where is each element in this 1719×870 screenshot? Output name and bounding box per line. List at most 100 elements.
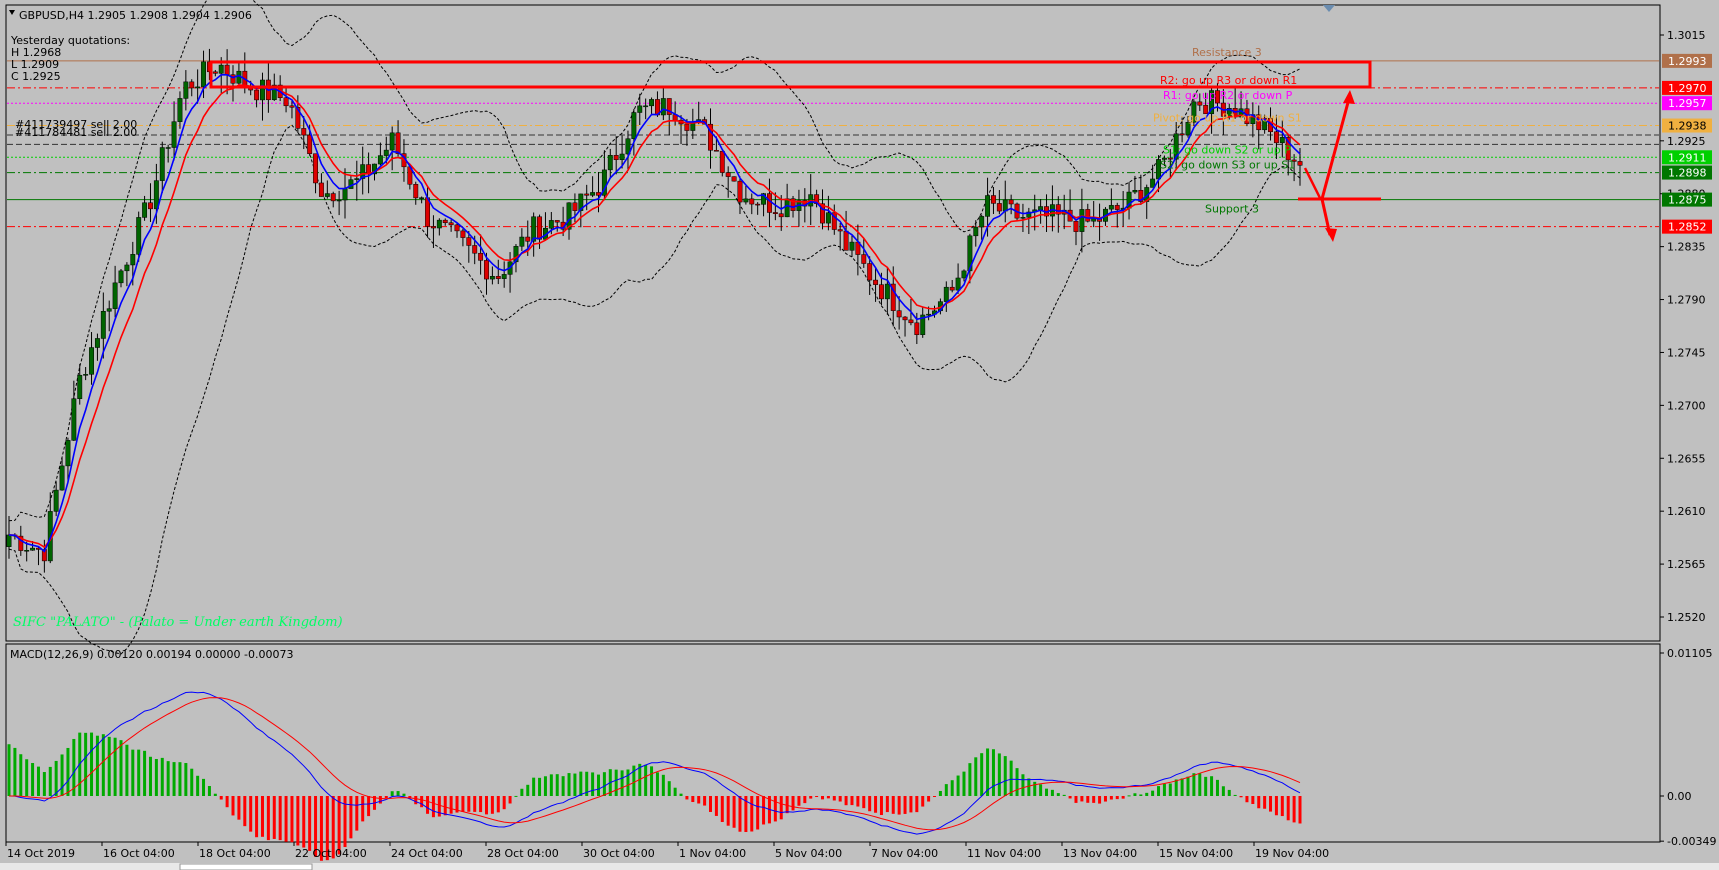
yesterday-close: C 1.2925 — [11, 70, 61, 83]
candle-body — [318, 182, 324, 197]
price-tick-label: 1.2925 — [1667, 135, 1706, 148]
macd-histogram-bar — [431, 796, 435, 818]
candle-body — [6, 534, 12, 547]
macd-histogram-bar — [538, 777, 542, 796]
macd-histogram-bar — [650, 766, 654, 796]
candle-body — [902, 316, 908, 321]
candle-body — [790, 198, 796, 211]
candle-body — [1138, 189, 1144, 202]
macd-histogram-bar — [720, 796, 724, 822]
candle-body — [77, 374, 83, 399]
macd-histogram-bar — [25, 759, 29, 796]
time-tick-label: 18 Oct 04:00 — [199, 847, 271, 860]
candle-body — [484, 260, 489, 280]
macd-histogram-bar — [938, 790, 942, 796]
candle-body — [749, 198, 755, 205]
price-tick-label: 1.2700 — [1667, 399, 1706, 412]
macd-histogram-bar — [738, 796, 742, 832]
macd-histogram-bar — [84, 732, 88, 796]
macd-histogram-bar — [685, 796, 689, 800]
time-tick-label: 28 Oct 04:00 — [487, 847, 559, 860]
macd-histogram-bar — [1021, 774, 1025, 796]
candle-body — [719, 150, 725, 173]
macd-histogram-bar — [1080, 796, 1084, 802]
macd-histogram-bar — [202, 778, 206, 796]
macd-histogram-bar — [862, 796, 866, 809]
time-tick-label: 7 Nov 04:00 — [871, 847, 938, 860]
candle-body — [1020, 217, 1026, 219]
candle-body — [1073, 220, 1079, 232]
candle-body — [660, 98, 666, 116]
macd-histogram-bar — [113, 737, 117, 796]
candle-body — [189, 81, 195, 89]
time-tick-label: 11 Nov 04:00 — [967, 847, 1041, 860]
collapse-triangle-icon[interactable] — [9, 10, 15, 15]
bollinger-bands — [8, 0, 1301, 655]
chart-shift-marker-icon[interactable] — [1323, 5, 1335, 12]
candle-body — [30, 547, 36, 551]
macd-histogram-bar — [484, 796, 488, 815]
macd-histogram-bar — [750, 796, 754, 832]
macd-histogram-bar — [714, 796, 718, 816]
macd-histogram-bar — [207, 786, 211, 796]
macd-histogram-bar — [1162, 783, 1166, 796]
symbol-line: GBPUSD,H4 1.2905 1.2908 1.2904 1.2906 — [19, 9, 252, 22]
candle-body — [53, 489, 59, 512]
candle-body — [1161, 157, 1167, 160]
macd-histogram-bar — [726, 796, 730, 826]
candle-body — [118, 270, 124, 284]
level-label-s3: Support 3 — [1205, 203, 1259, 216]
candle-body — [501, 274, 507, 279]
candle-body — [1203, 104, 1209, 115]
candle-body — [849, 241, 855, 251]
candle-body — [148, 202, 153, 210]
level-label-r1: R1: go up R2 or down P — [1163, 89, 1293, 102]
candle-body — [537, 216, 542, 240]
macd-histogram-bar — [455, 796, 459, 813]
macd-histogram-bar — [255, 796, 259, 838]
arrow-up-head-icon — [1343, 90, 1355, 104]
candle-body — [731, 176, 737, 182]
resistance-highlight-box — [209, 60, 1372, 89]
candle-body — [737, 180, 743, 203]
macd-histogram-bar — [1274, 796, 1278, 816]
macd-histogram-bar — [449, 796, 453, 814]
macd-histogram-bar — [585, 771, 589, 796]
macd-histogram-bar — [986, 748, 990, 796]
candle-body — [755, 203, 761, 206]
macd-histogram-bar — [1269, 796, 1273, 812]
macd-tick-label: 0.01105 — [1667, 647, 1713, 660]
candle-body — [761, 193, 767, 205]
candle-body — [767, 193, 772, 213]
candle-body — [572, 202, 578, 211]
macd-histogram-bar — [60, 754, 64, 796]
candle-body — [159, 147, 165, 181]
candle-body — [124, 264, 130, 272]
candle-body — [601, 169, 607, 196]
macd-histogram-bar — [1062, 794, 1066, 796]
macd-histogram-bar — [532, 777, 536, 796]
price-tag-s2 — [1662, 165, 1712, 180]
candle-body — [548, 220, 554, 229]
macd-histogram-bar — [54, 760, 58, 796]
candle-body — [301, 128, 307, 136]
time-tick-label: 15 Nov 04:00 — [1159, 847, 1233, 860]
candle-body — [525, 236, 531, 242]
candle-body — [389, 132, 395, 151]
candle-body — [1038, 206, 1044, 211]
ma-fast-line — [8, 74, 1301, 553]
macd-histogram-bar — [520, 788, 524, 796]
watermark-text: SIFC "PALATO" - (Palato = Under earth Ki… — [13, 615, 343, 630]
candle-body — [419, 197, 425, 199]
macd-histogram-bar — [426, 796, 430, 814]
macd-histogram-bar — [803, 796, 807, 804]
candle-body — [743, 198, 749, 203]
macd-histogram-bar — [809, 796, 813, 799]
level-label-pp: Pivot: go up R1 or down S1 — [1153, 112, 1302, 125]
macd-histogram-bar — [160, 757, 164, 796]
candle-body — [578, 193, 584, 211]
macd-histogram-bar — [614, 769, 618, 796]
macd-histogram-bar — [420, 796, 424, 808]
macd-histogram-bar — [314, 796, 318, 857]
